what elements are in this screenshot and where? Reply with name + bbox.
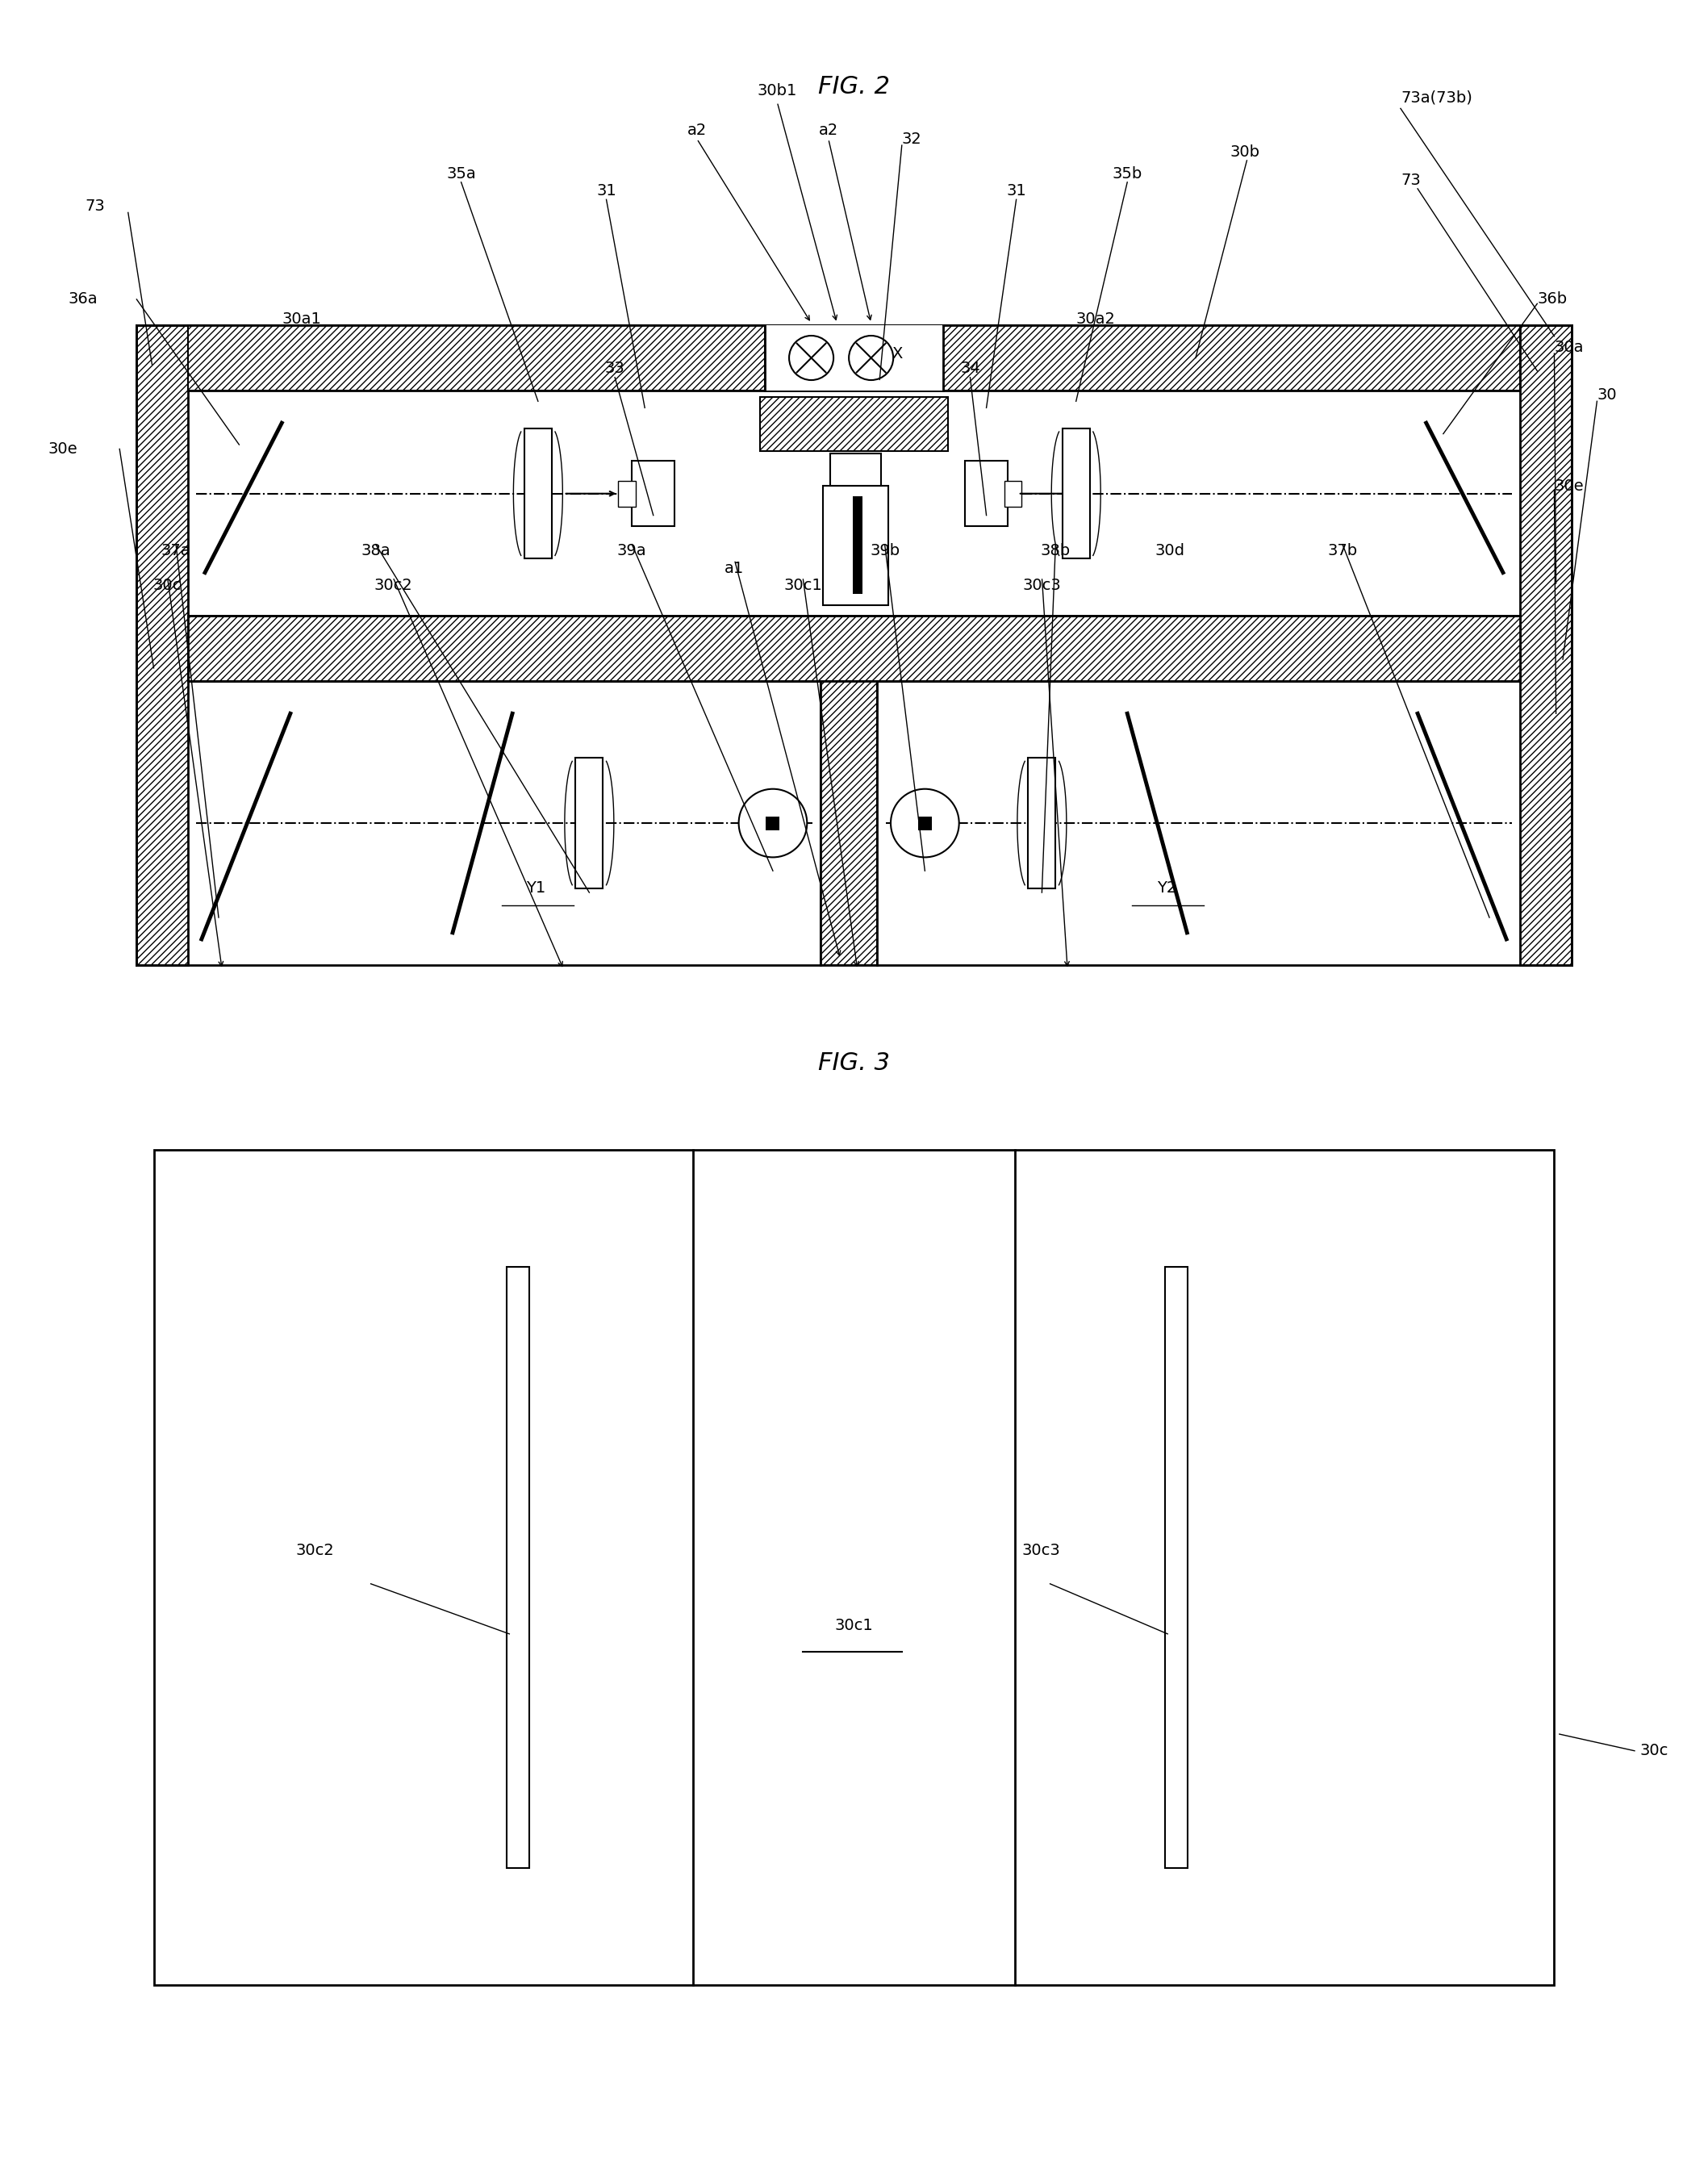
Bar — [632, 462, 675, 527]
Bar — [823, 486, 888, 605]
Text: 30b: 30b — [1230, 143, 1259, 161]
Bar — [760, 397, 948, 451]
Text: 73: 73 — [1401, 171, 1421, 189]
Text: 33: 33 — [605, 360, 625, 377]
Text: 73a(73b): 73a(73b) — [1401, 89, 1472, 106]
Text: 30c3: 30c3 — [1023, 577, 1061, 594]
Bar — [1062, 429, 1090, 560]
Ellipse shape — [738, 790, 806, 857]
Bar — [765, 325, 943, 390]
Bar — [1520, 325, 1571, 965]
Text: 35b: 35b — [1112, 165, 1143, 182]
Text: 30c3: 30c3 — [1021, 1542, 1061, 1557]
Text: 30e: 30e — [48, 440, 77, 458]
Bar — [965, 462, 1008, 527]
Text: X: X — [892, 345, 902, 362]
Bar — [576, 757, 603, 887]
Text: 31: 31 — [1006, 182, 1027, 200]
Text: 39b: 39b — [869, 542, 900, 560]
Bar — [820, 681, 878, 965]
Text: 37b: 37b — [1327, 542, 1358, 560]
Text: Y2: Y2 — [1156, 881, 1177, 896]
Text: 30a: 30a — [1554, 338, 1583, 356]
Bar — [524, 429, 552, 560]
Bar — [137, 325, 188, 965]
Text: 30c: 30c — [1640, 1744, 1669, 1759]
Bar — [507, 1267, 529, 1868]
Text: 39a: 39a — [617, 542, 647, 560]
Bar — [1165, 1267, 1187, 1868]
Text: 30b1: 30b1 — [757, 82, 798, 100]
Text: 30c1: 30c1 — [835, 1618, 873, 1633]
Text: 30d: 30d — [1155, 542, 1185, 560]
Text: 35a: 35a — [446, 165, 477, 182]
Text: 36a: 36a — [68, 291, 97, 308]
Ellipse shape — [892, 790, 958, 857]
Bar — [852, 497, 863, 594]
Bar — [188, 325, 765, 390]
Bar — [919, 816, 933, 831]
Text: 37a: 37a — [161, 542, 191, 560]
Text: 34: 34 — [960, 360, 980, 377]
Bar — [154, 1150, 1554, 1985]
Bar — [1004, 482, 1021, 508]
Text: 31: 31 — [596, 182, 617, 200]
Text: 30a1: 30a1 — [282, 310, 321, 328]
Text: a1: a1 — [724, 560, 745, 577]
Bar — [137, 325, 1571, 390]
Text: 73: 73 — [85, 197, 106, 215]
Text: 30c1: 30c1 — [784, 577, 822, 594]
Text: 30c: 30c — [154, 577, 181, 594]
Text: 30c2: 30c2 — [295, 1542, 335, 1557]
Text: 30e: 30e — [1554, 477, 1583, 495]
Bar — [830, 453, 881, 486]
Text: FIG. 2: FIG. 2 — [818, 76, 890, 98]
Bar — [188, 616, 1520, 681]
Ellipse shape — [849, 336, 893, 380]
Text: Y1: Y1 — [526, 881, 547, 896]
Text: a2: a2 — [818, 121, 839, 139]
Text: FIG. 3: FIG. 3 — [818, 1052, 890, 1074]
Text: 36b: 36b — [1537, 291, 1568, 308]
Text: 38b: 38b — [1040, 542, 1071, 560]
Bar — [765, 816, 779, 831]
Bar — [618, 482, 635, 508]
Bar — [1028, 757, 1056, 887]
Text: 30a2: 30a2 — [1076, 310, 1115, 328]
Text: 38a: 38a — [360, 542, 391, 560]
Text: 30c2: 30c2 — [374, 577, 412, 594]
Ellipse shape — [789, 336, 834, 380]
Text: a2: a2 — [687, 121, 707, 139]
Text: 30: 30 — [1597, 386, 1617, 403]
Bar — [943, 325, 1520, 390]
Text: 32: 32 — [902, 130, 922, 147]
